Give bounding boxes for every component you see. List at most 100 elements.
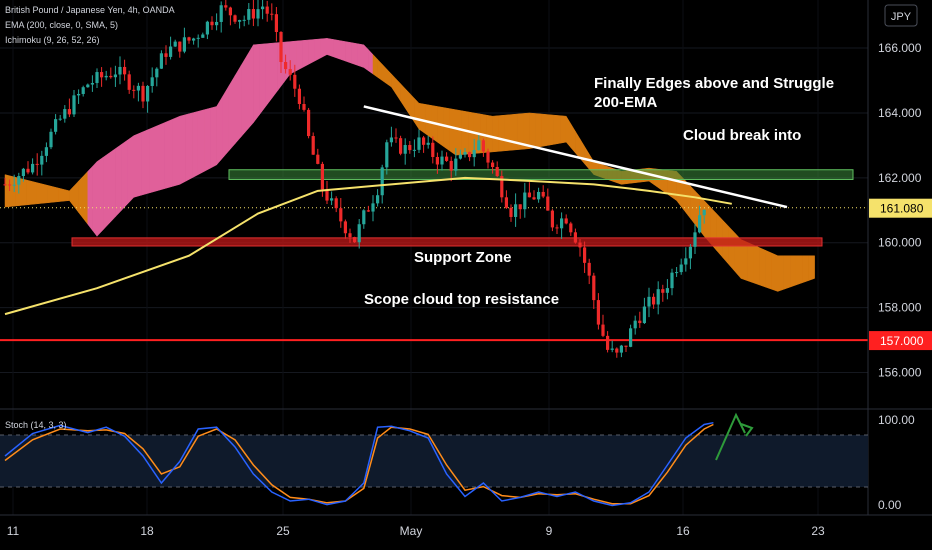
candle-up	[688, 246, 692, 259]
candle-down	[164, 53, 168, 57]
candle-up	[169, 46, 173, 57]
candle-down	[587, 262, 591, 276]
cloud-segment	[296, 40, 303, 72]
cloud-segment	[58, 187, 70, 202]
candle-up	[330, 198, 334, 201]
cloud-segment	[351, 42, 358, 66]
candle-up	[412, 149, 416, 151]
downtrend-line[interactable]	[363, 105, 788, 209]
candle-down	[624, 345, 628, 347]
cloud-segment	[777, 255, 785, 292]
candle-down	[348, 233, 352, 238]
candle-down	[353, 237, 357, 243]
cloud-segment	[486, 114, 493, 153]
candle-up	[31, 163, 35, 173]
candle-down	[279, 32, 283, 63]
candle-down	[297, 88, 301, 105]
cloud-segment	[179, 114, 187, 185]
candle-down	[210, 21, 214, 26]
candle-down	[399, 138, 403, 154]
ema-200-line	[4, 176, 732, 316]
candle-up	[192, 38, 196, 41]
cloud-segment	[47, 185, 59, 204]
candle-down	[550, 210, 554, 228]
symbol-legend[interactable]: British Pound / Japanese Yen, 4h, OANDA	[5, 5, 175, 15]
candle-down	[527, 192, 531, 198]
candle-up	[81, 87, 85, 94]
candle-up	[376, 195, 380, 204]
price-tick-label: 162.000	[878, 171, 922, 185]
cloud-segment	[92, 160, 98, 237]
candle-down	[449, 160, 453, 171]
candle-down	[661, 289, 665, 293]
candle-up	[196, 37, 200, 39]
cloud-segment	[115, 143, 122, 218]
candle-down	[343, 221, 347, 234]
cloud-segment	[171, 115, 181, 187]
stoch-legend[interactable]: Stoch (14, 3, 3)	[5, 420, 67, 430]
cloud-segment	[259, 43, 266, 116]
cloud-segment	[87, 165, 93, 232]
cloud-segment	[795, 255, 803, 286]
candle-up	[403, 145, 407, 154]
cloud-segment	[127, 135, 135, 205]
candle-up	[633, 320, 637, 329]
cloud-segment	[504, 114, 512, 152]
candle-down	[394, 137, 398, 139]
candle-down	[500, 176, 504, 198]
ema-legend[interactable]: EMA (200, close, 0, SMA, 5)	[5, 20, 118, 30]
candle-down	[578, 242, 582, 248]
cloud-segment	[271, 42, 279, 100]
candle-up	[679, 264, 683, 273]
candle-up	[215, 21, 219, 26]
cloud-segment	[185, 112, 193, 182]
candle-up	[656, 289, 660, 305]
candle-up	[670, 272, 674, 289]
time-axis[interactable]: 11 18 25 May 9 16 23	[7, 524, 825, 538]
candle-up	[440, 156, 444, 165]
price-tick-label: 166.000	[878, 41, 922, 55]
candle-up	[629, 328, 633, 347]
candle-up	[454, 158, 458, 171]
cloud-segment	[210, 106, 217, 169]
cloud-segment	[216, 95, 223, 166]
candle-down	[339, 208, 343, 222]
cloud-segment	[357, 43, 365, 68]
current-price-badge: 161.080	[869, 198, 932, 218]
candle-up	[523, 192, 527, 210]
candle-down	[601, 324, 605, 336]
candle-up	[173, 41, 177, 47]
cloud-segment	[765, 249, 772, 290]
cloud-segment	[265, 42, 273, 108]
candle-up	[63, 109, 67, 119]
candle-up	[537, 191, 541, 200]
cloud-segment	[363, 44, 369, 72]
candle-down	[546, 196, 550, 211]
price-axis[interactable]: 166.000 164.000 162.000 160.000 158.000 156.0…	[878, 41, 922, 379]
candle-up	[458, 154, 462, 159]
candle-down	[486, 151, 490, 163]
candle-down	[468, 152, 472, 158]
cloud-segment	[541, 113, 549, 147]
candle-up	[693, 232, 697, 247]
candle-up	[182, 37, 186, 52]
candle-up	[201, 34, 205, 38]
candle-down	[288, 69, 292, 75]
cloud-segment	[553, 114, 561, 145]
ichimoku-legend[interactable]: Ichimoku (9, 26, 52, 26)	[5, 35, 100, 45]
candle-down	[307, 109, 311, 137]
candle-up	[610, 348, 614, 350]
time-tick-label: 23	[811, 524, 825, 538]
cloud-segment	[802, 255, 809, 284]
currency-badge[interactable]: JPY	[884, 4, 918, 27]
candle-up	[665, 288, 669, 293]
candle-down	[532, 197, 536, 200]
candle-up	[44, 147, 48, 156]
candle-up	[242, 19, 246, 21]
cloud-segment	[414, 97, 420, 131]
candle-down	[132, 89, 136, 91]
cloud-segment	[164, 119, 173, 189]
candle-down	[583, 247, 587, 263]
candle-down	[26, 168, 30, 173]
